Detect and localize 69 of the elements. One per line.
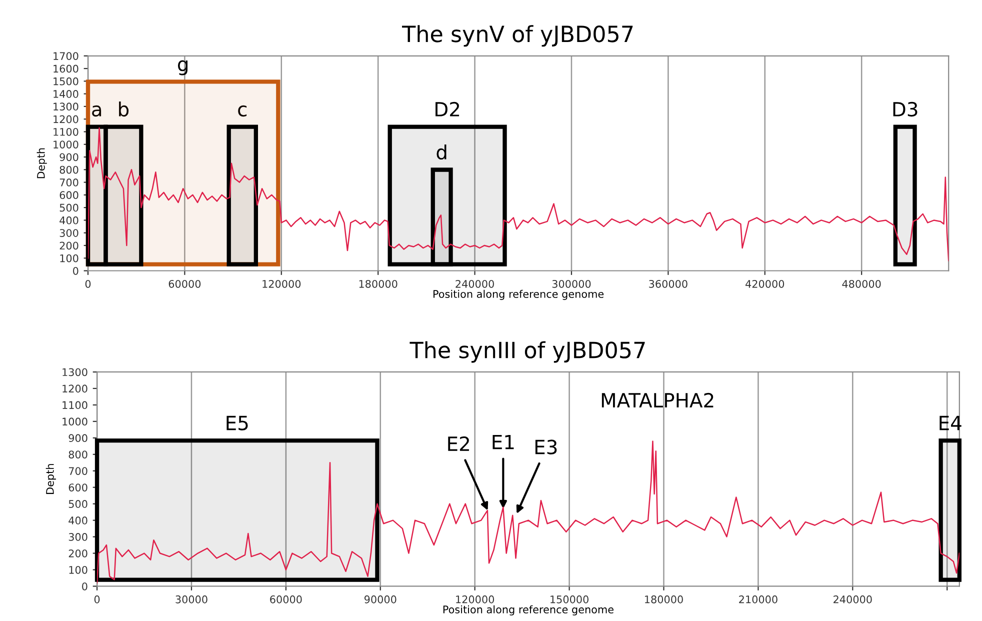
y-axis-title: Depth — [46, 464, 56, 494]
x-tick-label: 360000 — [649, 280, 688, 288]
y-tick-label: 700 — [60, 178, 78, 186]
y-tick-label: 400 — [68, 516, 88, 524]
x-tick-label: 120000 — [456, 595, 494, 604]
x-axis-title: Position along reference genome — [443, 605, 614, 616]
y-tick-label: 0 — [82, 582, 88, 590]
x-tick-label: 90000 — [364, 595, 396, 604]
x-tick-label: 0 — [94, 595, 100, 604]
band-label: E5 — [226, 416, 248, 430]
x-axis-title: Position along reference genome — [434, 290, 604, 300]
x-tick-label: 420000 — [746, 280, 784, 288]
y-tick-label: 1200 — [62, 384, 88, 393]
band-label: g — [178, 60, 188, 76]
y-tick-label: 1100 — [54, 128, 78, 136]
chart-title: The synV of yJBD057 — [402, 25, 633, 47]
x-tick-label: 30000 — [176, 595, 208, 604]
x-tick-label: 60000 — [270, 595, 302, 604]
y-tick-label: 1300 — [54, 102, 78, 111]
y-tick-label: 0 — [73, 266, 78, 275]
y-tick-label: 200 — [60, 242, 78, 250]
y-tick-label: 1300 — [62, 368, 88, 376]
band-label: D2 — [436, 102, 460, 116]
y-tick-label: 1500 — [54, 77, 78, 86]
chart-title: The synIII of yJBD057 — [410, 341, 645, 363]
y-tick-label: 400 — [60, 216, 78, 224]
y-tick-label: 700 — [68, 467, 88, 475]
x-tick-label: 240000 — [834, 595, 872, 604]
y-axis-title: Depth — [36, 148, 47, 178]
y-tick-label: 1100 — [62, 401, 88, 410]
y-tick-label: 1200 — [54, 115, 78, 124]
y-tick-label: 600 — [60, 191, 78, 200]
line-series — [88, 127, 949, 262]
x-tick-label: 60000 — [168, 280, 201, 288]
x-tick-label: 180000 — [359, 280, 398, 288]
x-tick-label: 210000 — [739, 595, 778, 604]
x-tick-label: 180000 — [645, 595, 683, 604]
y-tick-label: 1000 — [62, 418, 88, 426]
x-tick-label: 120000 — [262, 280, 301, 288]
band-label: d — [436, 144, 446, 160]
band-label: c — [238, 105, 247, 117]
y-tick-label: 300 — [60, 229, 78, 237]
y-tick-label: 100 — [60, 254, 78, 262]
y-tick-label: 800 — [60, 166, 78, 174]
annotation: E1 — [492, 434, 514, 450]
x-tick-label: 150000 — [550, 595, 588, 604]
annotation: MATALPHA2 — [602, 392, 714, 408]
band-label: D3 — [893, 102, 918, 117]
annotation: E2 — [448, 436, 469, 451]
y-tick-label: 900 — [60, 153, 78, 162]
y-tick-label: 800 — [68, 450, 88, 458]
band-label: E4 — [940, 416, 962, 430]
y-tick-label: 500 — [68, 500, 88, 508]
y-tick-label: 900 — [68, 434, 88, 442]
band-label: a — [92, 105, 102, 117]
y-tick-label: 500 — [60, 204, 78, 212]
x-tick-label: 240000 — [456, 280, 494, 288]
x-tick-label: 480000 — [842, 280, 881, 288]
y-tick-label: 1000 — [54, 140, 78, 148]
x-tick-label: 300000 — [552, 280, 591, 288]
y-tick-label: 1700 — [54, 52, 78, 60]
y-tick-label: 300 — [68, 533, 88, 541]
y-tick-label: 1600 — [54, 64, 78, 73]
y-tick-label: 200 — [68, 549, 88, 558]
band-label: b — [119, 102, 129, 117]
y-tick-label: 100 — [69, 566, 88, 574]
y-tick-label: 600 — [68, 484, 88, 492]
annotation: E3 — [535, 440, 557, 454]
y-tick-label: 1400 — [54, 90, 78, 98]
